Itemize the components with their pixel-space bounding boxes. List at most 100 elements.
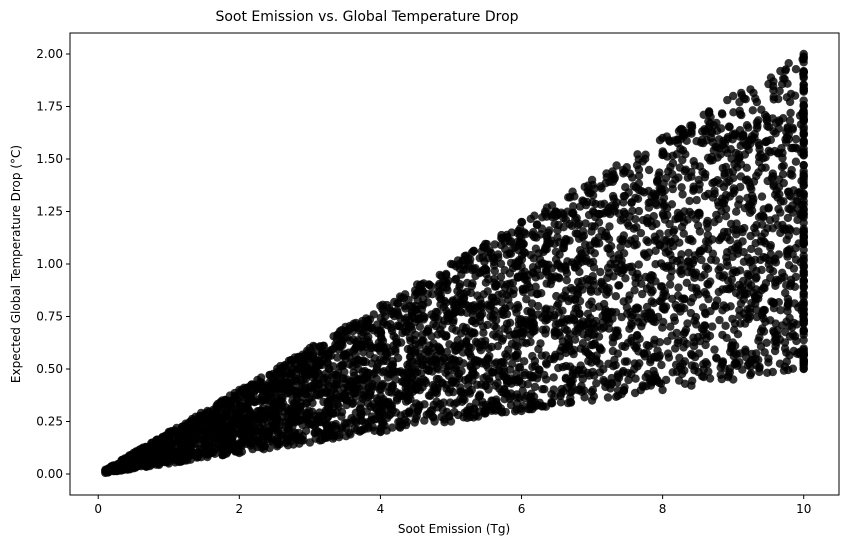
data-point [223, 430, 232, 439]
data-point [651, 199, 660, 208]
data-point [611, 361, 620, 370]
data-point [567, 221, 576, 231]
data-point [218, 441, 227, 451]
data-point [444, 276, 453, 285]
data-point [329, 362, 338, 371]
data-point [545, 311, 554, 320]
data-point [792, 320, 802, 329]
data-point [677, 265, 686, 275]
data-point [705, 331, 715, 341]
data-point [791, 65, 801, 74]
data-point [799, 190, 808, 199]
data-point [541, 329, 550, 338]
data-point [129, 463, 138, 472]
data-point [771, 281, 780, 290]
data-point [453, 410, 463, 420]
data-point [481, 360, 491, 370]
data-point [750, 292, 760, 301]
data-point [769, 299, 778, 308]
data-point [634, 304, 643, 313]
data-point [777, 162, 787, 172]
data-point [660, 200, 669, 209]
data-point [428, 387, 437, 396]
data-point [652, 219, 661, 229]
data-point [631, 374, 640, 383]
data-point [703, 223, 712, 232]
data-point [631, 193, 640, 203]
data-point [518, 338, 528, 347]
data-point [308, 398, 317, 408]
data-point [405, 358, 415, 368]
data-point [458, 322, 468, 332]
data-point [388, 382, 397, 391]
data-point [595, 239, 604, 248]
data-point [517, 406, 526, 416]
data-point [295, 439, 304, 448]
data-point [789, 346, 798, 356]
data-point [479, 373, 488, 383]
data-point [782, 348, 791, 357]
data-point [500, 395, 509, 404]
data-point [630, 388, 640, 398]
data-point [746, 231, 755, 241]
data-point [436, 300, 445, 309]
data-point [314, 379, 324, 389]
data-point [604, 324, 614, 333]
data-point [783, 252, 792, 261]
data-point [484, 385, 493, 394]
data-point [596, 267, 605, 277]
data-point [434, 287, 443, 296]
data-point [235, 428, 244, 438]
data-point [436, 347, 445, 356]
data-point [301, 399, 310, 408]
data-point [575, 219, 584, 228]
data-point [619, 366, 628, 376]
data-point [684, 248, 693, 258]
data-point [586, 340, 596, 350]
data-point [657, 282, 667, 291]
data-point [661, 375, 671, 385]
data-point [490, 240, 499, 249]
data-point [668, 180, 677, 189]
x-tick-label: 6 [518, 502, 526, 516]
data-point [710, 218, 719, 227]
data-point [192, 421, 201, 430]
data-point [501, 350, 510, 359]
data-point [732, 350, 741, 359]
data-point [727, 245, 736, 255]
data-point [448, 296, 457, 305]
data-point [551, 255, 561, 264]
data-point [729, 108, 738, 117]
data-point [754, 247, 763, 256]
data-point [578, 339, 588, 348]
data-point [757, 192, 767, 201]
data-point [703, 230, 712, 240]
data-point [476, 311, 485, 320]
x-axis-label: Soot Emission (Tg) [398, 522, 510, 536]
data-point [763, 368, 772, 377]
data-point [729, 225, 738, 234]
data-point [305, 383, 314, 392]
data-point [199, 426, 208, 435]
data-point [743, 253, 753, 263]
data-point [528, 318, 538, 327]
data-point [592, 379, 601, 388]
data-point [511, 243, 520, 252]
data-point [395, 422, 404, 431]
data-point [505, 279, 514, 288]
data-point [633, 269, 642, 278]
data-point [736, 182, 745, 192]
data-point [641, 272, 650, 282]
data-point [551, 272, 560, 281]
data-point [551, 320, 560, 330]
data-point [799, 72, 808, 81]
data-point [213, 412, 223, 422]
data-point [714, 135, 724, 144]
data-point [415, 340, 424, 350]
data-point [722, 333, 731, 343]
data-point [311, 370, 320, 379]
data-point [783, 213, 793, 223]
data-point [348, 361, 357, 371]
data-point [363, 317, 373, 326]
data-point [411, 305, 420, 315]
